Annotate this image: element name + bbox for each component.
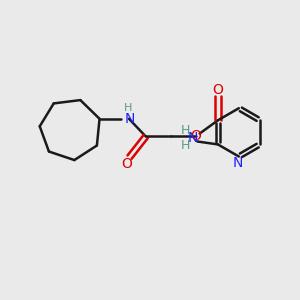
Text: O: O bbox=[121, 157, 132, 171]
Text: N: N bbox=[233, 156, 243, 170]
Text: H: H bbox=[180, 124, 190, 137]
Text: N: N bbox=[188, 131, 198, 145]
Text: N: N bbox=[124, 112, 135, 126]
Text: H: H bbox=[124, 103, 133, 112]
Text: O: O bbox=[212, 83, 224, 97]
Text: O: O bbox=[190, 130, 201, 143]
Text: H: H bbox=[180, 139, 190, 152]
